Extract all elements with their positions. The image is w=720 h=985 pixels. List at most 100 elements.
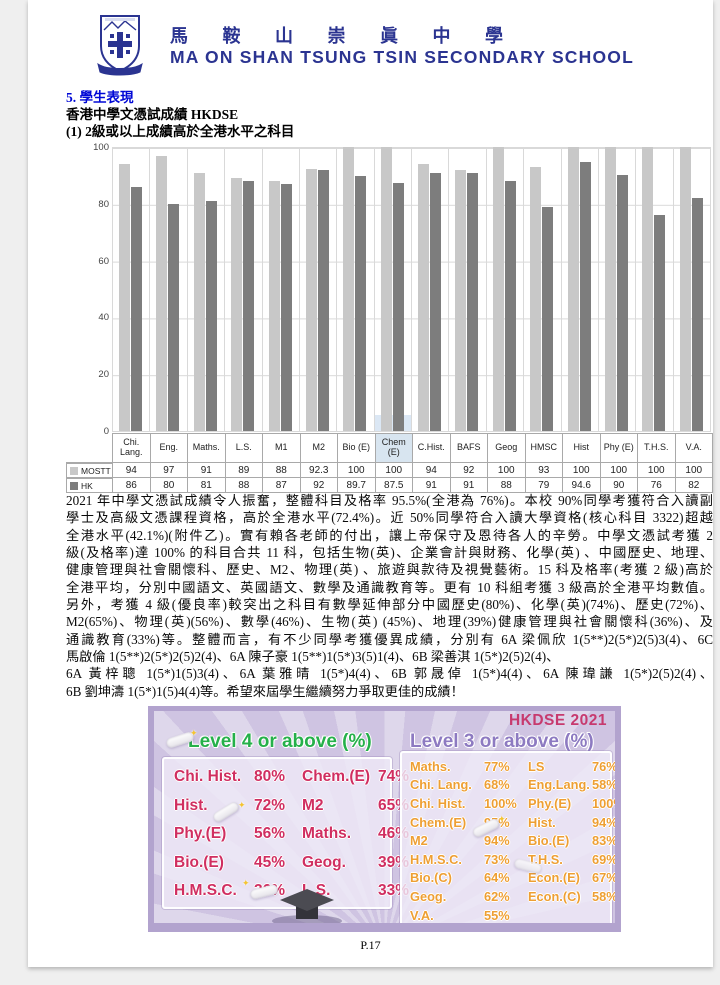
chart-category-column (449, 148, 487, 431)
table-header-cell: Hist (563, 433, 601, 463)
table-value-cell: 88 (225, 478, 263, 493)
bar-mostt (305, 168, 317, 431)
chart-category-column (599, 147, 637, 431)
table-value-cell: 100 (488, 463, 526, 478)
table-value-cell: 82 (675, 478, 713, 493)
table-value-cell: 91 (450, 478, 488, 493)
table-value-cell: 88 (488, 478, 526, 493)
stat-row: Chem.(E)95%Hist.94% (408, 813, 615, 832)
stat-cell: M2 (302, 796, 324, 814)
table-value-cell: 87 (263, 478, 301, 493)
graduation-cap-icon (272, 889, 342, 923)
table-value-cell: 92.3 (300, 463, 338, 478)
paragraph-line: M2(65%)、物理(英)(56%)、數學(46%)、生物(英) (45%)、地… (66, 614, 713, 630)
table-value-cell: 92 (300, 478, 338, 493)
stat-cell: Chem.(E) (410, 814, 467, 830)
table-value-cell: 94 (113, 463, 151, 478)
stat-cell: 67% (592, 870, 615, 886)
bar-hk (504, 181, 516, 431)
chart-category-column (374, 147, 412, 431)
table-value-cell: 76 (638, 478, 676, 493)
stat-cell: 69% (592, 851, 615, 867)
table-header-cell: Eng. (150, 433, 188, 463)
stat-cell: 80% (254, 768, 286, 786)
paragraph-line: 通識教育(33%)等。整體而言，有不少同學考獲優異成績，分別有 6A 梁佩欣 1… (66, 631, 713, 647)
bar-mostt (343, 147, 355, 431)
bar-mostt (679, 147, 691, 431)
bar-hk (430, 172, 441, 431)
bar-hk (205, 200, 217, 431)
sparkle-icon: ✦ (242, 878, 250, 888)
chart-category-column (412, 148, 450, 431)
table-value-cell: 89 (225, 463, 263, 478)
table-value-cell: 90 (600, 478, 638, 493)
table-value-cell: 92 (450, 463, 488, 478)
stat-cell: 100% (484, 795, 517, 811)
stat-cell: 76% (592, 758, 615, 774)
bar-hk (392, 182, 404, 431)
bar-mostt (193, 172, 205, 431)
school-name-english: MA ON SHAN TSUNG TSIN SECONDARY SCHOOL (170, 47, 635, 67)
table-value-cell: 97 (150, 463, 188, 478)
table-header-cell: M2 (300, 433, 338, 463)
subheading-item: (1) 2級或以上成績高於全港水平之科目 (66, 124, 295, 139)
table-row: MOSTT 94 97 91 89 88 92.3 100 100 94 92 100 93 100 100… (66, 463, 713, 478)
sparkle-icon: ✦ (498, 814, 506, 824)
chart-category-column (337, 147, 375, 431)
table-value-cell: 80 (150, 478, 188, 493)
table-value-cell: 93 (525, 463, 563, 478)
level3-title: Level 3 or above (%) (410, 731, 594, 752)
paragraph-line: 2021 年中學文憑試成績令人振奮，整體科目及格率 95.5%(全港為 76%)… (66, 493, 713, 508)
chart-category-column (636, 147, 674, 431)
stat-cell: 73% (484, 851, 510, 867)
legend-label: MOSTT (81, 465, 111, 476)
bar-hk (168, 203, 180, 431)
legend-swatch-icon (70, 481, 78, 490)
poster-inner: HKDSE 2021 Level 4 or above (%) Level 3 … (154, 711, 615, 923)
table-value-cell: 87.5 (375, 478, 413, 493)
stat-cell: Hist. (174, 796, 208, 814)
table-header-cell: L.S. (225, 433, 263, 463)
paragraph-line: 馬啟倫 1(5**)2(5*)2(5)2(4)、6A 陳子豪 1(5**)1(5… (66, 649, 560, 665)
table-header-cell: Geog (488, 433, 526, 463)
stat-cell: Bio.(E) (174, 853, 224, 871)
stat-cell: 64% (484, 870, 510, 886)
chart-category-column (225, 148, 263, 431)
stat-cell: 94% (484, 833, 510, 849)
table-header-cell: V.A. (675, 433, 713, 463)
bar-mostt (231, 178, 243, 431)
bar-mostt (156, 155, 168, 431)
stat-cell: 45% (254, 853, 286, 871)
stat-cell: Bio.(E) (528, 833, 570, 849)
bar-mostt (492, 147, 504, 431)
stat-cell: H.M.S.C. (410, 851, 462, 867)
paragraph-line: 另外，考獲 4 級(優良率)較突出之科目有數學延伸部分中國歷史(80%)、化學(… (66, 597, 713, 613)
y-axis-tick: 40 (98, 312, 109, 324)
stat-cell: Chi. Hist. (174, 768, 242, 786)
bar-hk (691, 198, 703, 431)
chart-category-column (487, 147, 525, 431)
table-value-cell: 100 (600, 463, 638, 478)
bar-hk (654, 215, 666, 431)
stat-row: H.M.S.C.73%T.H.S.69% (408, 850, 615, 869)
paragraph-line: 全港平均，分別中國語文、英國語文、數學及通識教育等。更有 10 科組考獲 3 級… (66, 579, 713, 595)
level4-panel: Chi. Hist. 80% Chem.(E) 74% Hist. 72% M2 65% Phy… (162, 757, 409, 909)
stat-cell: Econ.(C) (528, 888, 581, 904)
stat-row: Chi. Lang. 68% Eng.Lang.58% (408, 776, 615, 795)
y-axis-tick: 80 (98, 198, 109, 210)
chart-data-table: Chi. Lang. Eng. Maths. L.S. M1 M2 Bio (E) Chem … (66, 433, 713, 493)
bar-mostt (567, 147, 579, 431)
stat-cell: 72% (254, 796, 286, 814)
paragraph-line: 全港水平(42.1%)(附件乙)。實有賴各老師的付出，讓上帝保守及恩待各人的辛勞… (66, 527, 713, 543)
bar-hk (616, 175, 628, 431)
hkdse-bar-chart: 100 80 60 40 20 0 Chi. Lang. Eng. Maths. L.S. M1 M… (66, 142, 713, 493)
legend-cell-hk: HK (66, 478, 113, 493)
y-axis-tick: 0 (103, 426, 109, 437)
table-value-cell: 100 (675, 463, 713, 478)
stat-cell: 77% (484, 758, 510, 774)
table-header-cell: Maths. (188, 433, 226, 463)
bar-hk (243, 181, 255, 431)
chart-category-column (674, 147, 710, 431)
chart-category-column (113, 148, 151, 431)
paragraph-line: 健康管理與社會關懷科、歷史、M2、物理(英) 、旅遊與款待及視覺藝術。15 科及… (66, 562, 713, 578)
